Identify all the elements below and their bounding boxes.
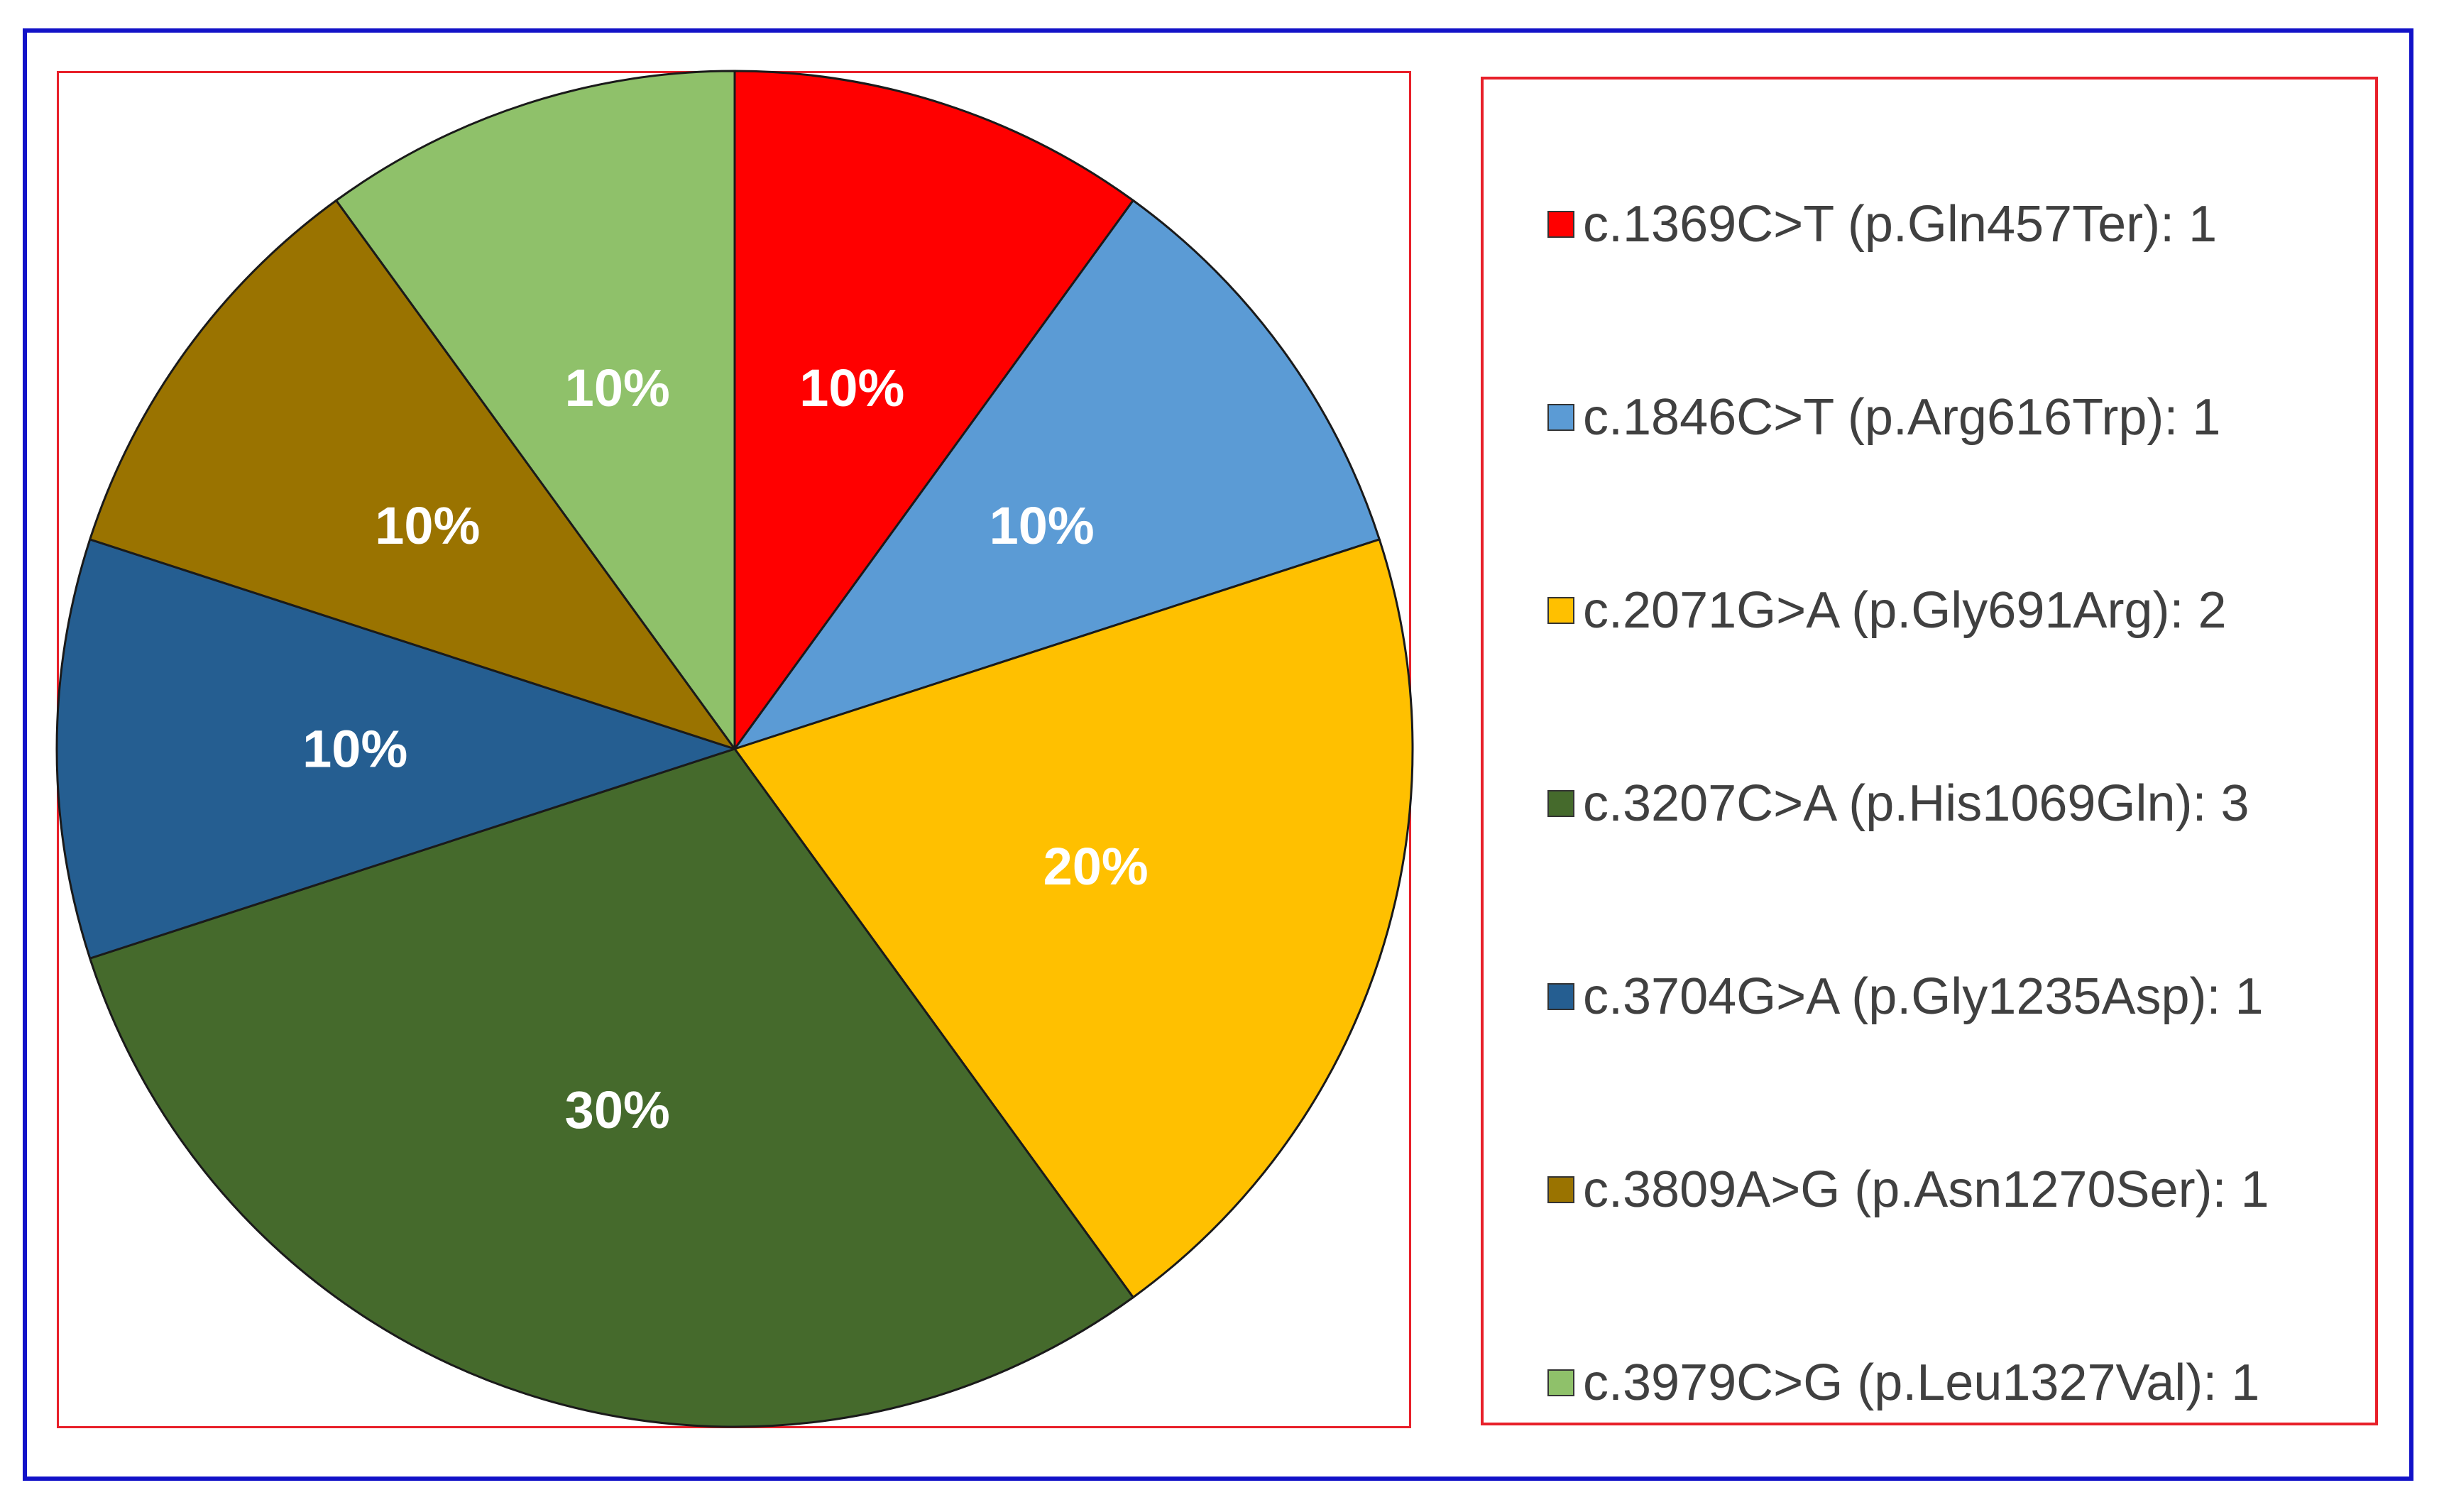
legend-label: c.3979C>G (p.Leu1327Val): 1 (1583, 1354, 2260, 1411)
pie-slice-3 (733, 538, 1414, 1299)
legend-swatch (1547, 211, 1574, 238)
legend-item: c.3979C>G (p.Leu1327Val): 1 (1547, 1286, 2364, 1479)
legend-item: c.1369C>T (p.Gln457Ter): 1 (1547, 128, 2364, 321)
legend-swatch (1547, 1369, 1574, 1396)
pie-slice-2 (733, 199, 1381, 750)
legend-label: c.2071G>A (p.Gly691Arg): 2 (1583, 582, 2227, 639)
pie-labels: 10% 10% 20% 30% 10% 10% 10% (302, 358, 1149, 1139)
legend-swatch (1547, 983, 1574, 1010)
legend-label: c.3207C>A (p.His1069Gln): 3 (1583, 775, 2250, 832)
pie-slice-label-3: 20% (1043, 837, 1149, 896)
pie-slice-label-7: 10% (565, 358, 670, 417)
legend-item: c.3809A>G (p.Asn1270Ser): 1 (1547, 1093, 2364, 1286)
pie-slice-7 (335, 70, 736, 750)
pie-slice-1 (733, 70, 1134, 750)
pie-slice-label-6: 10% (375, 496, 480, 555)
pie-slice-5 (55, 538, 736, 960)
pie-slice-6 (89, 199, 736, 750)
legend-border (1481, 77, 2378, 1425)
legend-label: c.3704G>A (p.Gly1235Asp): 1 (1583, 968, 2264, 1025)
figure-border (23, 28, 2413, 1481)
pie-slice-4 (89, 747, 1134, 1428)
pie-slices (55, 70, 1414, 1428)
legend: c.1369C>T (p.Gln457Ter): 1 c.1846C>T (p.A… (1547, 128, 2364, 1479)
legend-swatch (1547, 790, 1574, 817)
legend-item: c.3704G>A (p.Gly1235Asp): 1 (1547, 900, 2364, 1093)
pie-slice-label-4: 30% (565, 1080, 670, 1139)
legend-label: c.3809A>G (p.Asn1270Ser): 1 (1583, 1161, 2269, 1218)
legend-item: c.1846C>T (p.Arg616Trp): 1 (1547, 321, 2364, 514)
legend-swatch (1547, 404, 1574, 431)
pie-slice-label-2: 10% (990, 496, 1095, 555)
legend-swatch (1547, 1176, 1574, 1203)
pie-slice-label-5: 10% (302, 720, 407, 779)
legend-item: c.2071G>A (p.Gly691Arg): 2 (1547, 514, 2364, 707)
legend-item: c.3207C>A (p.His1069Gln): 3 (1547, 707, 2364, 900)
legend-label: c.1846C>T (p.Arg616Trp): 1 (1583, 389, 2221, 446)
pie-slice-label-1: 10% (799, 358, 904, 417)
legend-swatch (1547, 597, 1574, 624)
legend-label: c.1369C>T (p.Gln457Ter): 1 (1583, 196, 2218, 253)
